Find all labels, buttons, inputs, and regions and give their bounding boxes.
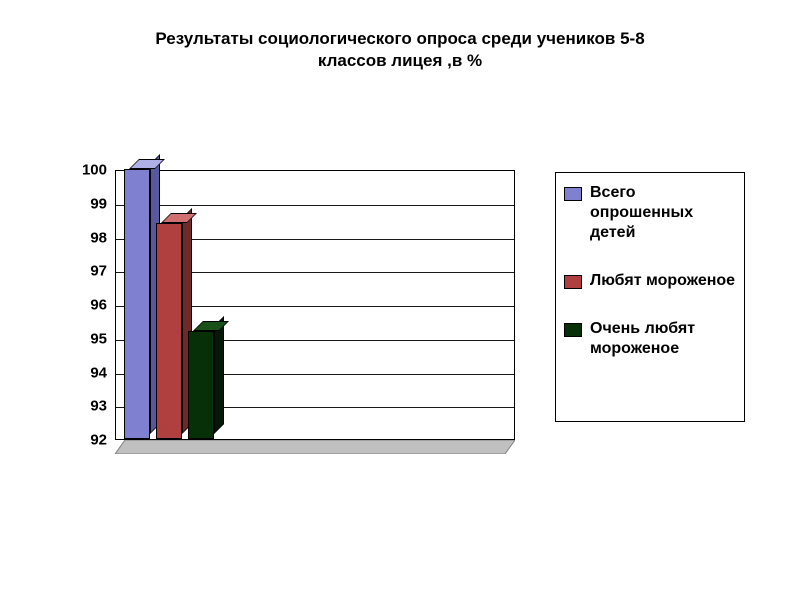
bar-front	[124, 169, 150, 439]
legend-swatch	[564, 323, 582, 337]
bar-front	[156, 223, 182, 439]
chart-title: Результаты социологического опроса среди…	[0, 28, 800, 72]
bar-1	[156, 223, 182, 439]
gridline	[116, 205, 514, 206]
bar-0	[124, 169, 150, 439]
plot-region	[115, 170, 515, 440]
legend: Всего опрошенных детей Любят мороженое Оче…	[555, 172, 745, 422]
legend-label: Всего опрошенных детей	[590, 183, 736, 243]
y-tick-label: 93	[90, 398, 107, 415]
legend-swatch	[564, 275, 582, 289]
legend-item-0: Всего опрошенных детей	[564, 183, 736, 243]
bar-2	[188, 331, 214, 439]
y-tick-label: 94	[90, 364, 107, 381]
y-axis: 9293949596979899100	[60, 170, 115, 440]
bar-front	[188, 331, 214, 439]
legend-label: Очень любят мороженое	[590, 319, 736, 359]
floor-polygon	[115, 440, 515, 454]
y-tick-label: 97	[90, 263, 107, 280]
y-tick-label: 98	[90, 229, 107, 246]
y-tick-label: 96	[90, 297, 107, 314]
legend-label: Любят мороженое	[590, 271, 735, 291]
chart-floor	[115, 440, 515, 454]
bar-side	[214, 316, 224, 434]
legend-item-1: Любят мороженое	[564, 271, 736, 291]
title-line-1: Результаты социологического опроса среди…	[155, 29, 644, 48]
title-line-2: классов лицея ,в %	[318, 51, 482, 70]
chart-area: 9293949596979899100	[60, 170, 530, 470]
y-tick-label: 99	[90, 195, 107, 212]
legend-swatch	[564, 187, 582, 201]
legend-item-2: Очень любят мороженое	[564, 319, 736, 359]
y-tick-label: 95	[90, 330, 107, 347]
y-tick-label: 92	[90, 432, 107, 449]
y-tick-label: 100	[82, 162, 107, 179]
